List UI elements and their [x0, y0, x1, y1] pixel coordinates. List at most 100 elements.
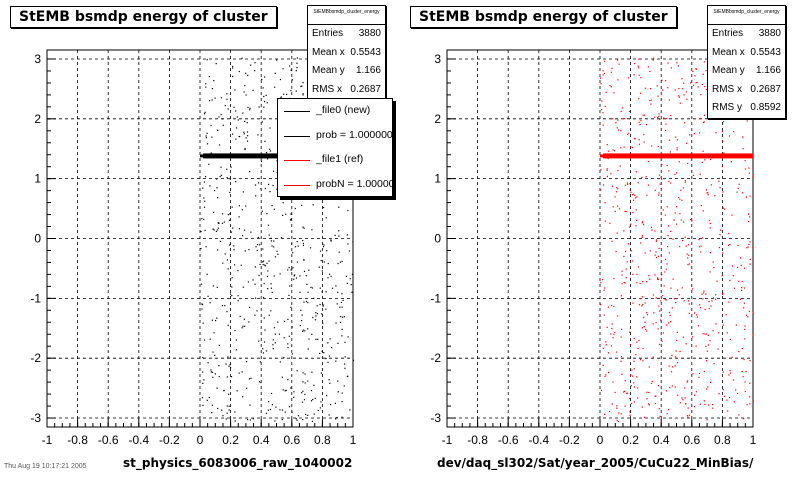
data-point: [231, 286, 233, 288]
data-point: [640, 76, 642, 79]
data-point: [637, 266, 639, 268]
stats-row: RMS y 0.8592: [712, 102, 781, 113]
data-point: [302, 330, 304, 332]
data-point: [657, 255, 660, 257]
data-point: [706, 388, 708, 390]
data-point: [256, 249, 258, 252]
data-point: [665, 117, 668, 120]
data-point: [752, 334, 754, 336]
legend-entry: prob = 1.000000: [278, 124, 392, 149]
data-point: [623, 118, 626, 120]
data-point: [744, 381, 746, 383]
data-point: [211, 404, 214, 406]
data-point: [742, 148, 744, 150]
data-point: [212, 351, 214, 353]
data-point: [636, 273, 638, 275]
data-point: [229, 213, 231, 215]
data-point: [637, 182, 639, 184]
data-point: [728, 232, 730, 235]
data-point: [625, 268, 627, 270]
data-point: [217, 249, 219, 251]
data-point: [698, 132, 701, 134]
data-point: [210, 124, 212, 127]
data-point: [212, 376, 214, 378]
data-point: [650, 382, 653, 384]
data-point: [675, 302, 677, 304]
data-point: [739, 257, 742, 259]
data-point: [346, 282, 348, 285]
data-point: [658, 115, 660, 117]
data-point: [266, 275, 269, 278]
data-point: [301, 314, 303, 316]
data-point: [692, 84, 695, 86]
data-point: [310, 286, 312, 288]
data-point: [209, 185, 211, 187]
data-point: [270, 392, 273, 395]
data-point: [265, 151, 268, 154]
data-point: [700, 245, 702, 247]
data-point: [602, 184, 605, 186]
data-point: [274, 72, 276, 74]
data-point: [262, 263, 264, 266]
data-point: [285, 213, 287, 215]
data-point: [709, 227, 711, 229]
data-point: [603, 72, 605, 75]
data-point: [242, 286, 244, 288]
data-point: [293, 275, 295, 277]
data-point: [706, 350, 709, 352]
data-point: [661, 295, 664, 297]
data-point: [688, 300, 690, 302]
data-point: [709, 252, 711, 254]
data-point: [623, 255, 625, 258]
data-point: [313, 384, 315, 386]
data-point: [611, 323, 613, 325]
data-point: [602, 347, 604, 349]
data-point: [223, 221, 225, 223]
data-point: [652, 356, 654, 358]
data-point: [674, 365, 676, 367]
stats-row: Mean x 0.5543: [712, 46, 781, 58]
data-point: [616, 127, 618, 129]
data-point: [315, 315, 317, 317]
data-point: [666, 263, 668, 265]
data-point: [267, 288, 269, 290]
data-point: [295, 90, 297, 92]
data-point: [252, 279, 254, 281]
data-point: [655, 256, 658, 259]
data-point: [712, 261, 714, 263]
data-point: [739, 298, 742, 300]
data-point: [740, 264, 742, 266]
data-point: [667, 225, 670, 227]
data-point: [352, 241, 354, 243]
chart-title: StEMB bsmdp energy of cluster: [410, 6, 677, 28]
data-point: [612, 206, 614, 208]
data-point: [249, 404, 251, 406]
data-point: [626, 182, 629, 184]
data-point: [623, 281, 625, 284]
data-point: [274, 342, 276, 344]
data-point: [651, 145, 653, 147]
data-point: [337, 342, 339, 345]
data-point: [607, 352, 610, 354]
data-point: [318, 266, 320, 268]
data-point: [743, 418, 745, 420]
data-point: [693, 312, 696, 314]
data-point: [262, 260, 265, 262]
data-point: [654, 274, 656, 276]
data-point: [299, 324, 301, 327]
data-point: [682, 221, 685, 223]
data-point: [682, 88, 684, 90]
data-point: [712, 403, 714, 406]
data-point: [293, 396, 295, 398]
data-point: [746, 120, 748, 122]
data-point: [678, 294, 680, 296]
data-point: [667, 245, 669, 248]
data-point: [244, 120, 246, 123]
data-point: [260, 381, 262, 384]
data-point: [624, 405, 626, 407]
data-point: [744, 390, 746, 393]
data-point: [319, 303, 321, 306]
data-point: [267, 183, 270, 185]
data-point: [248, 306, 251, 309]
data-point: [670, 371, 673, 373]
